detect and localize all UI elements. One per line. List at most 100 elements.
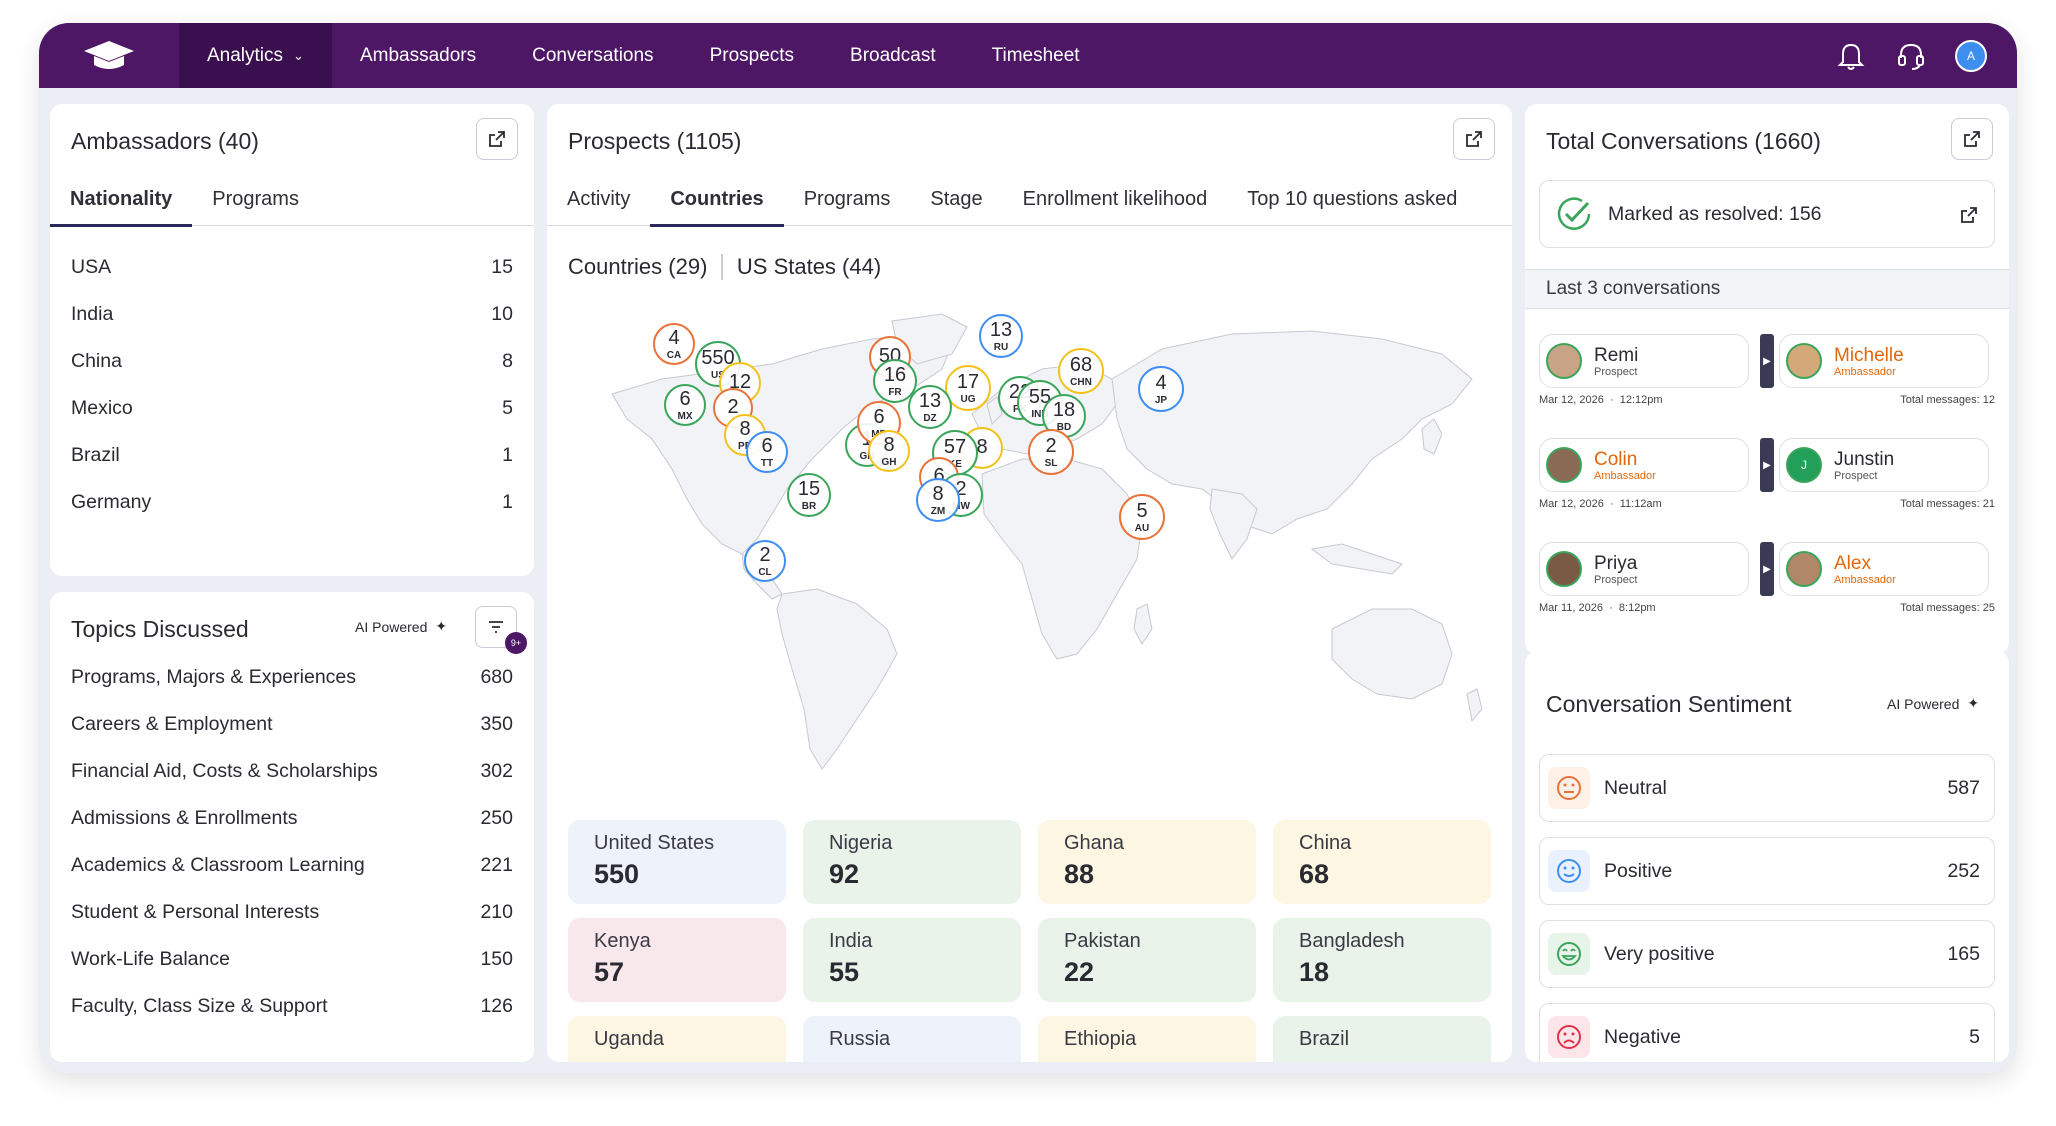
avatar xyxy=(1786,343,1822,379)
nav-conversations-label: Conversations xyxy=(532,44,654,66)
ai-powered-label: AI Powered xyxy=(355,618,428,635)
tab-countries[interactable]: Countries xyxy=(650,188,785,227)
country-tile[interactable]: Uganda xyxy=(568,1016,786,1062)
country-tile[interactable]: Bangladesh 18 xyxy=(1273,918,1491,1002)
sentiment-row-neutral[interactable]: Neutral 587 xyxy=(1539,754,1995,822)
list-item: Mexico 5 xyxy=(71,385,513,432)
participant-name: Alex xyxy=(1834,552,1871,574)
sentiment-row-positive[interactable]: Positive 252 xyxy=(1539,837,1995,905)
top-nav: Analytics ⌄ Ambassadors Conversations Pr… xyxy=(39,23,2017,88)
map-bubble-au[interactable]: 5 AU xyxy=(1119,494,1165,540)
participant-role: Ambassador xyxy=(1834,365,1896,378)
bell-icon[interactable] xyxy=(1835,40,1867,72)
nav-prospects[interactable]: Prospects xyxy=(682,23,822,88)
participant-name: Junstin xyxy=(1834,448,1895,470)
country-tile[interactable]: Russia xyxy=(803,1016,1021,1062)
map-bubble-ca[interactable]: 4 CA xyxy=(653,323,695,365)
bubble-code: AU xyxy=(1134,522,1150,534)
subtab-us-states[interactable]: US States (44) xyxy=(736,254,882,279)
country-tile[interactable]: Nigeria 92 xyxy=(803,820,1021,904)
row-value: 1 xyxy=(502,491,513,513)
map-bubble-gh[interactable]: 8 GH xyxy=(868,430,910,472)
row-label: Germany xyxy=(71,491,152,513)
map-bubble-br[interactable]: 15 BR xyxy=(787,473,831,517)
row-value: 1 xyxy=(502,444,513,466)
prospects-tabs: Activity Countries Programs Stage Enroll… xyxy=(547,188,1512,227)
conversation-item[interactable]: Colin Ambassador ▶ J Junstin Prospect Mar … xyxy=(1539,438,1995,526)
bubble-value: 68 xyxy=(1069,353,1093,376)
map-bubble-cl[interactable]: 2 CL xyxy=(744,540,786,582)
nav-ambassadors[interactable]: Ambassadors xyxy=(332,23,504,88)
map-bubble-sl[interactable]: 2 SL xyxy=(1028,429,1074,475)
tab-activity[interactable]: Activity xyxy=(567,188,631,210)
nav-timesheet[interactable]: Timesheet xyxy=(964,23,1108,88)
country-tile[interactable]: China 68 xyxy=(1273,820,1491,904)
conversation-time: 11:12am xyxy=(1619,498,1662,510)
external-link-icon[interactable] xyxy=(476,118,518,160)
total-messages: Total messages: 25 xyxy=(1900,602,1995,614)
country-tile[interactable]: Pakistan 22 xyxy=(1038,918,1256,1002)
conversations-card: Total Conversations (1660) Marked as res… xyxy=(1525,104,2009,654)
sentiment-label: Negative xyxy=(1604,1025,1681,1048)
list-item: Financial Aid, Costs & Scholarships 302 xyxy=(71,748,513,795)
bubble-value: 6 xyxy=(679,387,691,410)
last-conversations-header: Last 3 conversations xyxy=(1525,269,2009,309)
sentiment-count: 252 xyxy=(1947,859,1980,882)
sentiment-row-negative[interactable]: Negative 5 xyxy=(1539,1003,1995,1062)
country-tile[interactable]: Brazil xyxy=(1273,1016,1491,1062)
external-link-icon[interactable] xyxy=(1951,118,1993,160)
sentiment-row-very-positive[interactable]: Very positive 165 xyxy=(1539,920,1995,988)
sparkle-icon: ✦ xyxy=(435,618,448,634)
filter-count-badge: 9+ xyxy=(505,632,527,654)
grin-face-icon xyxy=(1548,933,1590,975)
country-tile[interactable]: Ghana 88 xyxy=(1038,820,1256,904)
bubble-value: 6 xyxy=(933,465,945,487)
nav-conversations[interactable]: Conversations xyxy=(504,23,681,88)
sentiment-label: Positive xyxy=(1604,859,1673,882)
list-item: Academics & Classroom Learning 221 xyxy=(71,842,513,889)
user-avatar[interactable]: A xyxy=(1955,39,1987,72)
country-tile[interactable]: United States 550 xyxy=(568,820,786,904)
bubble-value: 55 xyxy=(1028,385,1052,408)
tab-programs[interactable]: Programs xyxy=(803,188,891,210)
headset-icon[interactable] xyxy=(1895,40,1927,72)
country-tile[interactable]: India 55 xyxy=(803,918,1021,1002)
sentiment-count: 5 xyxy=(1969,1025,1980,1048)
bubble-code: JP xyxy=(1154,394,1168,406)
tab-top-questions[interactable]: Top 10 questions asked xyxy=(1247,188,1458,210)
map-bubble-ug[interactable]: 17 UG xyxy=(945,365,991,411)
tab-enrollment-likelihood[interactable]: Enrollment likelihood xyxy=(1022,188,1208,210)
map-bubble-ru[interactable]: 13 RU xyxy=(979,314,1023,358)
map-bubble-tt[interactable]: 6 TT xyxy=(746,431,788,473)
map-bubble-mx[interactable]: 6 MX xyxy=(664,384,706,426)
conversation-date: Mar 11, 2026 xyxy=(1539,602,1604,614)
row-value: 10 xyxy=(491,303,513,325)
conversation-item[interactable]: Priya Prospect ▶ Alex Ambassador Mar 11, 2… xyxy=(1539,542,1995,630)
map-bubble-chn[interactable]: 68 CHN xyxy=(1058,348,1104,394)
row-label: Programs, Majors & Experiences xyxy=(71,666,357,688)
country-name: United States xyxy=(594,832,715,854)
subtab-countries[interactable]: Countries (29) xyxy=(568,254,708,279)
map-bubble-dz[interactable]: 13 DZ xyxy=(908,385,952,429)
tab-stage[interactable]: Stage xyxy=(930,188,983,210)
graduation-cap-logo-icon[interactable] xyxy=(39,23,179,88)
prospects-title: Prospects (1105) xyxy=(568,128,742,154)
tab-nationality[interactable]: Nationality xyxy=(50,188,193,227)
resolved-summary[interactable]: Marked as resolved: 156 xyxy=(1539,180,1995,248)
external-link-icon[interactable] xyxy=(1954,200,1984,230)
nav-broadcast[interactable]: Broadcast xyxy=(822,23,964,88)
map-bubble-jp[interactable]: 4 JP xyxy=(1138,366,1184,412)
tab-programs[interactable]: Programs xyxy=(212,188,299,210)
list-item: China 8 xyxy=(71,338,513,385)
map-bubble-zm[interactable]: 8 ZM xyxy=(916,478,960,522)
country-tile[interactable]: Kenya 57 xyxy=(568,918,786,1002)
list-item: Germany 1 xyxy=(71,479,513,526)
country-tile[interactable]: Ethiopia xyxy=(1038,1016,1256,1062)
external-link-icon[interactable] xyxy=(1453,118,1495,160)
conversation-item[interactable]: Remi Prospect ▶ Michelle Ambassador Mar 12… xyxy=(1539,334,1995,422)
conversation-meta: Mar 11, 2026 · 8:12pm Total messages: 25 xyxy=(1539,602,1995,614)
nav-analytics[interactable]: Analytics ⌄ xyxy=(179,23,332,88)
row-value: 8 xyxy=(502,350,513,372)
row-value: 5 xyxy=(502,397,513,419)
country-value: 550 xyxy=(594,859,640,889)
